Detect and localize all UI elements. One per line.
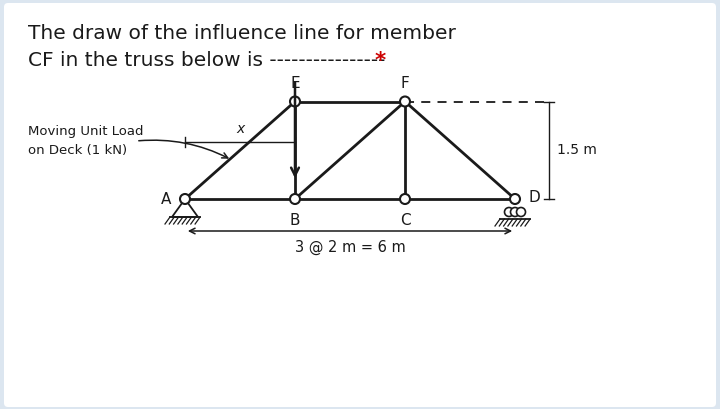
Text: F: F	[400, 76, 410, 92]
Text: x: x	[236, 122, 244, 136]
Text: E: E	[290, 76, 300, 92]
Circle shape	[180, 194, 190, 204]
Text: 1.5 m: 1.5 m	[557, 143, 597, 157]
Text: B: B	[289, 213, 300, 228]
Circle shape	[510, 207, 520, 216]
Text: A: A	[161, 191, 171, 207]
Circle shape	[400, 194, 410, 204]
Circle shape	[516, 207, 526, 216]
Text: Moving Unit Load
on Deck (1 kN): Moving Unit Load on Deck (1 kN)	[28, 125, 143, 157]
Text: CF in the truss below is ----------------: CF in the truss below is ---------------…	[28, 51, 392, 70]
Circle shape	[510, 194, 520, 204]
Text: 3 @ 2 m = 6 m: 3 @ 2 m = 6 m	[294, 240, 405, 255]
Text: C: C	[400, 213, 410, 228]
Circle shape	[290, 194, 300, 204]
Text: *: *	[374, 51, 386, 71]
Circle shape	[290, 97, 300, 106]
Circle shape	[505, 207, 513, 216]
Polygon shape	[172, 199, 198, 217]
FancyBboxPatch shape	[4, 3, 716, 407]
Text: The draw of the influence line for member: The draw of the influence line for membe…	[28, 24, 456, 43]
Text: D: D	[529, 189, 541, 204]
Circle shape	[400, 97, 410, 106]
